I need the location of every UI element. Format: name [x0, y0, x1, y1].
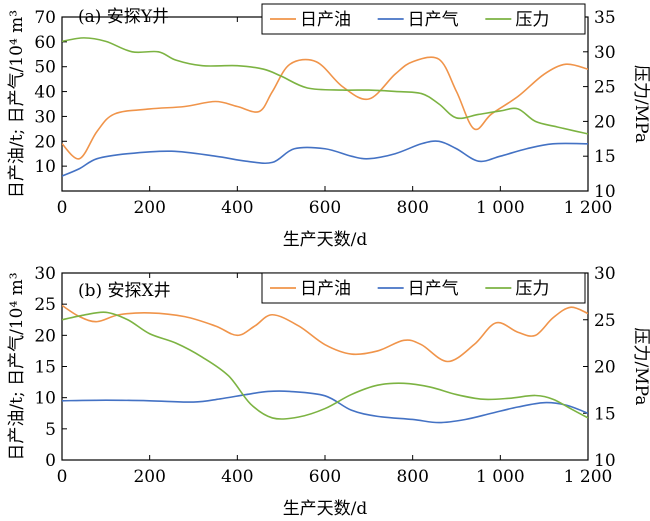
series-line-日产气 — [62, 390, 588, 424]
x-axis-title: 生产天数/d — [283, 230, 368, 250]
y-left-axis-title: 日产油/t; 日产气/10⁴ m³ — [7, 10, 27, 198]
x-tick-label: 1 000 — [476, 467, 525, 487]
legend-label: 压力 — [515, 279, 549, 299]
y-left-tick-label: 10 — [34, 389, 56, 409]
y-right-tick-label: 15 — [594, 404, 616, 424]
y-right-tick-label: 10 — [594, 182, 616, 202]
y-right-tick-label: 20 — [594, 112, 616, 132]
y-right-tick-label: 30 — [594, 264, 616, 284]
y-right-tick-label: 25 — [594, 311, 616, 331]
x-tick-label: 400 — [221, 198, 253, 218]
y-left-tick-label: 15 — [34, 358, 56, 378]
y-left-tick-label: 30 — [34, 107, 56, 127]
x-tick-label: 0 — [57, 467, 68, 487]
y-left-tick-label: 30 — [34, 264, 56, 284]
panel-b: 0 200 400 600 800 1 000 1 200 0 5 10 15 20 25 30 10 15 2… — [7, 264, 650, 519]
x-tick-label: 600 — [309, 198, 341, 218]
x-tick-label: 1 200 — [564, 467, 613, 487]
plot-frame-a — [61, 16, 589, 192]
legend-box — [261, 3, 586, 35]
x-tick-label: 200 — [133, 198, 165, 218]
series-line-压力 — [62, 311, 588, 420]
x-tick-label: 1 000 — [476, 198, 525, 218]
series-line-日产油 — [62, 56, 588, 160]
panel-a: 0 200 400 600 800 1 000 1 20010203040506070101… — [7, 3, 650, 250]
x-tick-label: 800 — [396, 198, 428, 218]
series-line-日产油 — [62, 304, 588, 363]
x-tick-label: 800 — [396, 467, 428, 487]
x-tick-label: 200 — [133, 467, 165, 487]
series-line-压力 — [62, 37, 588, 135]
y-left-axis-title: 日产油/t; 日产气/10⁴ m³ — [7, 272, 27, 460]
y-left-tick-label: 20 — [34, 326, 56, 346]
y-right-axis-title: 压力/MPa — [631, 65, 650, 143]
y-left-tick-label: 50 — [34, 58, 56, 78]
legend-label: 日产气 — [408, 279, 459, 299]
y-left-tick-label: 10 — [34, 157, 56, 177]
y-right-tick-label: 10 — [594, 451, 616, 471]
y-left-tick-label: 70 — [34, 8, 56, 28]
x-tick-label: 600 — [309, 467, 341, 487]
y-left-tick-label: 25 — [34, 295, 56, 315]
x-tick-label: 400 — [221, 467, 253, 487]
legend-box — [261, 272, 586, 304]
y-left-tick-label: 60 — [34, 33, 56, 53]
y-left-tick-label: 20 — [34, 132, 56, 152]
legend-label: 日产气 — [408, 10, 459, 30]
y-right-tick-label: 20 — [594, 358, 616, 378]
legend: 日产油 日产气 压力 — [261, 272, 586, 304]
x-axis-title: 生产天数/d — [283, 499, 368, 519]
y-right-tick-label: 35 — [594, 8, 616, 28]
y-left-tick-label: 5 — [45, 420, 56, 440]
series-line-日产气 — [62, 140, 588, 177]
x-tick-label: 1 200 — [564, 198, 613, 218]
y-right-tick-label: 30 — [594, 43, 616, 63]
panel-title: (a) 安探Y井 — [78, 7, 169, 27]
legend-label: 压力 — [515, 10, 549, 30]
legend-label: 日产油 — [300, 10, 351, 30]
panel-title: (b) 安探X井 — [78, 281, 171, 301]
legend: 日产油 日产气 压力 — [261, 3, 586, 35]
legend-label: 日产油 — [300, 279, 351, 299]
x-tick-label: 0 — [57, 198, 68, 218]
y-right-tick-label: 15 — [594, 147, 616, 167]
y-left-tick-label: 0 — [45, 451, 56, 471]
y-right-tick-label: 25 — [594, 78, 616, 98]
y-right-axis-title: 压力/MPa — [631, 328, 650, 406]
y-left-tick-label: 40 — [34, 83, 56, 103]
